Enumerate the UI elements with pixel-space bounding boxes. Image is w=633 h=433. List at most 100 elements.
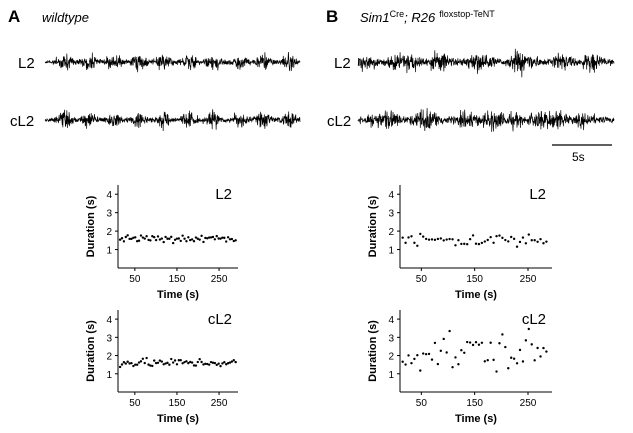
data-point [439,237,442,240]
data-point [230,237,234,241]
data-point [126,234,129,237]
data-point [404,241,407,245]
data-point [483,240,486,243]
trace-b-l2 [357,48,615,78]
data-point [448,237,451,241]
data-point [213,361,217,365]
data-point [209,236,213,239]
data-point [480,241,484,245]
data-point [424,352,428,356]
panel-title-b-sup: Cre [390,9,405,19]
x-tick-label: 50 [129,274,141,285]
data-point [539,237,542,241]
data-point [545,240,548,243]
panel-title-b-tail: ; R26 [404,10,436,25]
data-point [147,238,150,242]
data-point [175,237,179,240]
x-tick-label: 250 [520,274,537,285]
data-point [177,359,181,362]
data-point [190,238,194,241]
data-point [536,240,539,243]
data-point [181,362,184,365]
data-point [489,235,492,239]
data-point [179,359,182,362]
data-point [215,234,218,238]
data-point [430,238,434,241]
data-point [477,343,481,346]
data-point [219,237,222,240]
data-point [158,359,162,362]
y-tick-label: 2 [388,227,394,238]
data-point [433,341,437,345]
data-point [194,236,198,239]
data-point [463,351,466,354]
data-point [477,242,481,246]
data-point [179,239,182,243]
x-tick-label: 150 [169,274,186,285]
data-point [510,235,513,239]
data-point [173,238,177,241]
data-point [173,359,177,362]
data-point [153,236,156,239]
data-point [527,233,530,236]
panel-title-b-sup2: floxstop-TeNT [439,9,495,19]
data-point [228,361,232,364]
data-point [206,362,209,366]
data-point [530,343,533,346]
data-point [160,237,163,240]
data-point [518,240,522,244]
trace-label-b-l2: L2 [334,55,351,72]
data-point [498,234,501,237]
data-point [213,238,217,241]
data-point [515,245,519,248]
data-point [221,362,224,365]
y-tick-label: 3 [388,333,394,344]
data-point [156,361,160,364]
data-point [211,235,215,239]
data-point [206,237,209,240]
y-tick-label: 3 [106,209,112,220]
x-tick-label: 50 [416,398,428,409]
x-axis-label: Time (s) [455,289,497,301]
data-point [234,360,237,364]
series-label: L2 [529,186,546,203]
trace-a-l2 [44,51,301,73]
data-point [134,236,137,239]
data-point [187,236,190,239]
data-point [486,359,489,362]
data-point [137,361,141,364]
y-tick-label: 3 [106,333,112,344]
data-point [139,234,143,237]
data-point [132,236,135,239]
data-point [211,361,215,364]
panel-title-b: Sim1Cre; R26 floxstop-TeNT [360,9,495,25]
data-point [166,237,169,240]
series-label: L2 [215,186,232,203]
data-point [187,361,190,365]
data-point [196,237,199,240]
x-axis-label: Time (s) [455,413,497,425]
data-point [158,238,162,241]
data-point [542,346,545,350]
data-point [419,369,422,372]
data-point [448,329,451,333]
data-point [219,364,222,368]
series-label: cL2 [208,311,232,328]
y-tick-label: 2 [388,352,394,363]
data-point [474,242,478,245]
y-axis-label: Duration (s) [85,320,97,382]
plot-b-l2: 1 2 3 4 50 150 250 Time (s) Duration (s) L2 [367,185,552,301]
data-point [198,358,201,361]
data-point [515,362,519,365]
x-tick-label: 150 [169,398,186,409]
data-point [501,333,504,336]
plot-a-cl2: 1 2 3 4 50 150 250 Time (s) Duration (s) cL2 [85,310,238,425]
data-point [162,363,165,366]
data-point [171,361,175,364]
data-point [181,234,184,237]
data-point [185,360,188,363]
data-point [507,367,510,370]
data-point [139,360,143,363]
